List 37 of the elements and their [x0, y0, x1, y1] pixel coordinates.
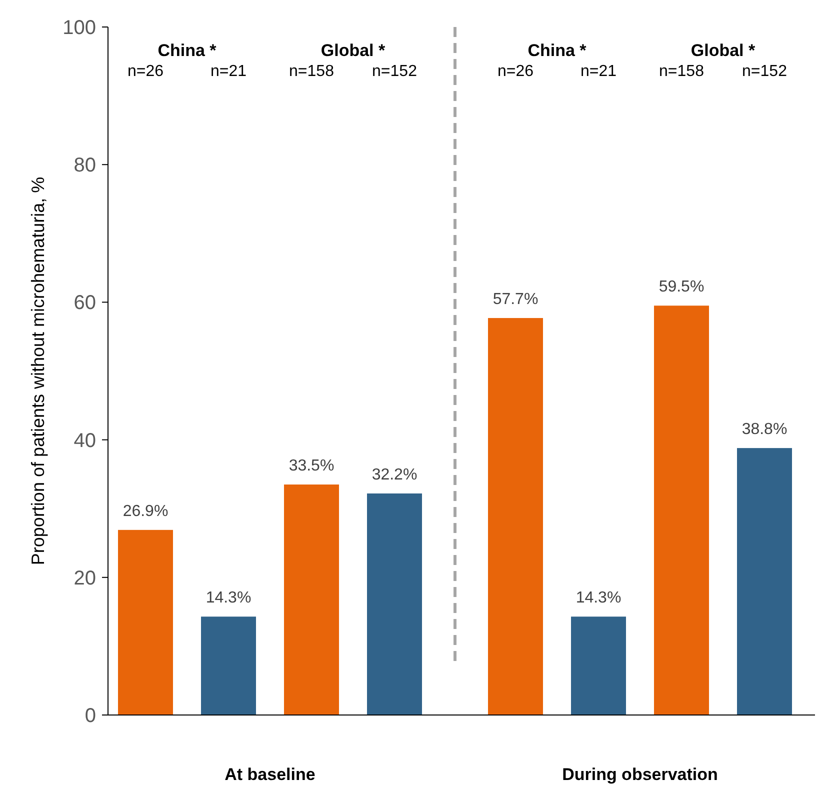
y-tick-label: 100	[62, 17, 96, 39]
x-tick-label: At baseline	[224, 765, 316, 784]
annotation: n=21	[210, 62, 247, 80]
annotation: n=152	[372, 62, 418, 80]
data-label: 14.3%	[576, 590, 622, 607]
annotation: n=158	[289, 62, 334, 80]
bar	[737, 448, 792, 715]
annotation: Global *	[320, 41, 386, 60]
annotation: Global *	[690, 41, 756, 60]
y-tick-label: 0	[84, 705, 96, 727]
bar	[571, 616, 626, 715]
bar	[367, 493, 422, 715]
data-label: 57.7%	[492, 291, 538, 308]
data-label: 33.5%	[288, 458, 334, 475]
bar	[654, 306, 709, 715]
x-tick-label: During observation	[562, 765, 718, 784]
data-label: 32.2%	[372, 466, 418, 484]
annotation: China *	[528, 41, 587, 60]
annotation: n=152	[742, 62, 788, 80]
bar	[201, 616, 256, 715]
annotation: n=26	[497, 62, 534, 80]
bar	[118, 530, 173, 715]
annotation: China *	[158, 41, 217, 60]
y-tick-label: 40	[74, 430, 96, 452]
bar	[284, 484, 339, 715]
data-label: 14.3%	[206, 590, 252, 607]
y-tick-label: 20	[74, 567, 96, 590]
y-tick-label: 80	[74, 154, 96, 177]
annotation: n=26	[127, 62, 164, 80]
data-label: 38.8%	[742, 421, 788, 438]
annotation: n=21	[580, 62, 617, 80]
data-label: 59.5%	[658, 278, 704, 296]
y-axis-title: Proportion of patients without microhematuria, %	[28, 176, 48, 566]
y-tick-label: 60	[74, 292, 96, 314]
data-label: 26.9%	[122, 502, 168, 520]
annotation: n=158	[659, 62, 704, 80]
bar	[488, 318, 543, 715]
